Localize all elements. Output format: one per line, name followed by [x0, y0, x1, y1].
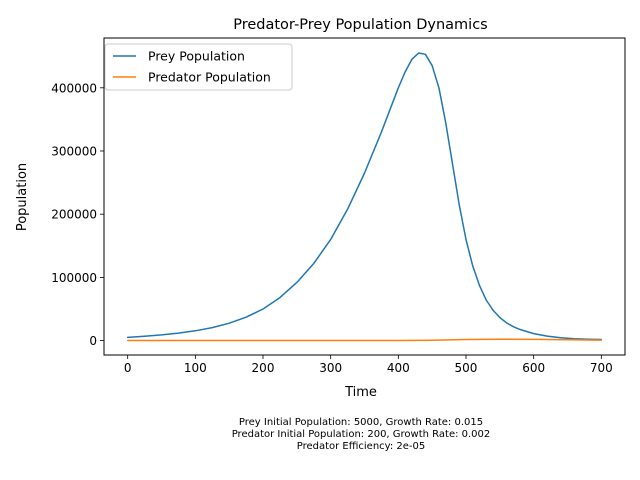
legend-label-predator: Predator Population [148, 70, 271, 85]
legend-label-prey: Prey Population [148, 49, 245, 64]
legend: Prey Population Predator Population [104, 43, 293, 91]
chart-title: Predator-Prey Population Dynamics [233, 17, 488, 33]
plot-area-frame [103, 37, 626, 356]
y-tick-label: 400000 [51, 81, 97, 95]
x-tick-label: 100 [184, 361, 207, 375]
x-tick-label: 300 [319, 361, 342, 375]
x-tick-label: 400 [387, 361, 410, 375]
y-tick-label: 0 [89, 334, 97, 348]
x-axis-ticks: 0 100 200 300 400 500 600 700 [124, 355, 613, 375]
series-layer [126, 52, 603, 342]
parameter-annotation: Prey Initial Population: 5000, Growth Ra… [232, 417, 491, 452]
annotation-line-3: Predator Efficiency: 2e-05 [297, 441, 426, 452]
annotation-line-1: Prey Initial Population: 5000, Growth Ra… [239, 417, 483, 428]
series-line-predator [126, 338, 603, 342]
y-axis-label: Population [15, 163, 30, 231]
x-tick-label: 600 [522, 361, 545, 375]
annotation-line-2: Predator Initial Population: 200, Growth… [232, 429, 491, 440]
x-tick-label: 500 [455, 361, 478, 375]
x-tick-label: 700 [590, 361, 613, 375]
y-tick-label: 200000 [51, 208, 97, 222]
y-tick-label: 100000 [51, 271, 97, 285]
series-line-prey [126, 52, 603, 341]
x-axis-label: Time [344, 385, 377, 400]
y-axis-ticks: 0 100000 200000 300000 400000 [51, 81, 104, 348]
x-tick-label: 0 [124, 361, 132, 375]
legend-box [104, 43, 293, 91]
y-tick-label: 300000 [51, 144, 97, 158]
x-tick-label: 200 [252, 361, 275, 375]
